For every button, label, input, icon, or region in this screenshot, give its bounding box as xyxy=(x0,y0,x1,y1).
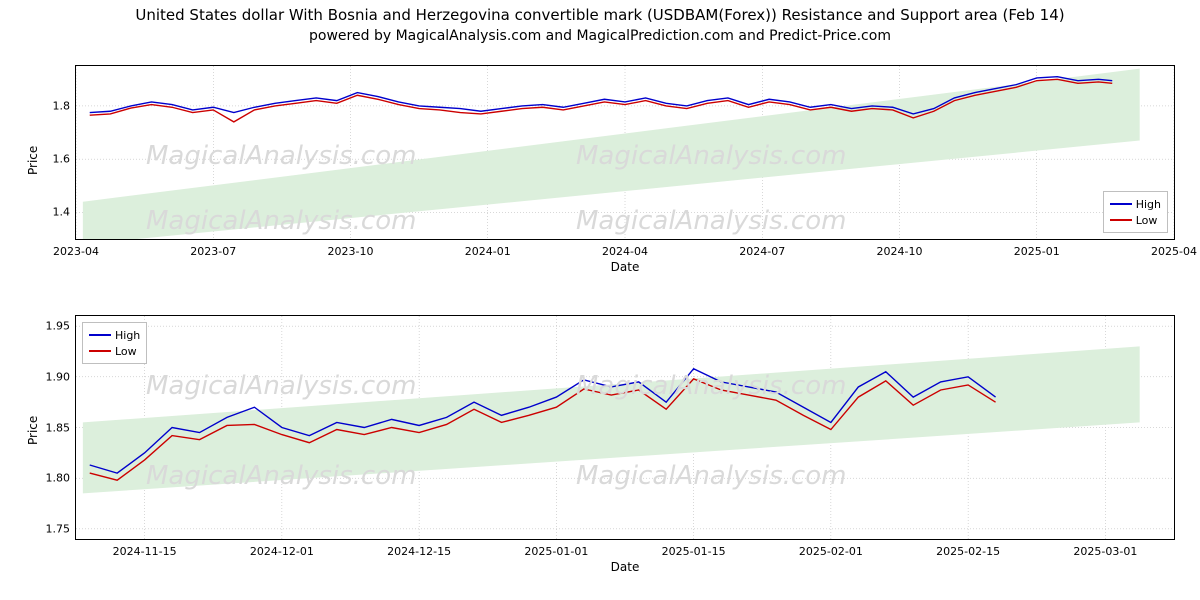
x-tick-label: 2023-07 xyxy=(190,239,236,258)
legend-swatch xyxy=(89,350,111,352)
legend-label: Low xyxy=(1136,214,1158,227)
x-tick-label: 2024-12-01 xyxy=(250,539,314,558)
chart-title-line1: United States dollar With Bosnia and Her… xyxy=(0,6,1200,24)
x-tick-label: 2024-04 xyxy=(602,239,648,258)
x-tick-label: 2025-02-15 xyxy=(936,539,1000,558)
x-tick-label: 2024-07 xyxy=(739,239,785,258)
x-tick-label: 2023-04 xyxy=(53,239,99,258)
x-axis-label-2: Date xyxy=(75,560,1175,574)
x-tick-label: 2024-10 xyxy=(877,239,923,258)
x-tick-label: 2025-02-01 xyxy=(799,539,863,558)
y-tick-label: 1.4 xyxy=(26,206,76,219)
y-tick-label: 1.95 xyxy=(26,320,76,333)
legend-swatch xyxy=(1110,219,1132,221)
figure: United States dollar With Bosnia and Her… xyxy=(0,0,1200,600)
x-tick-label: 2025-01 xyxy=(1014,239,1060,258)
x-tick-label: 2024-11-15 xyxy=(113,539,177,558)
legend-panel-1: High Low xyxy=(1103,191,1168,233)
y-axis-label-1: Price xyxy=(26,146,40,175)
y-axis-label-2: Price xyxy=(26,416,40,445)
legend-label: High xyxy=(1136,198,1161,211)
x-tick-label: 2024-12-15 xyxy=(387,539,451,558)
legend-label: High xyxy=(115,329,140,342)
legend-item: Low xyxy=(89,343,140,359)
chart-panel-1-svg xyxy=(76,66,1174,239)
y-tick-label: 1.80 xyxy=(26,472,76,485)
x-tick-label: 2025-01-01 xyxy=(524,539,588,558)
chart-title-line2: powered by MagicalAnalysis.com and Magic… xyxy=(0,28,1200,44)
x-tick-label: 2025-01-15 xyxy=(662,539,726,558)
chart-panel-2-svg xyxy=(76,316,1174,539)
legend-item: High xyxy=(1110,196,1161,212)
x-tick-label: 2025-03-01 xyxy=(1073,539,1137,558)
legend-item: Low xyxy=(1110,212,1161,228)
chart-panel-2: MagicalAnalysis.com MagicalAnalysis.com … xyxy=(75,315,1175,540)
x-tick-label: 2025-04 xyxy=(1151,239,1197,258)
legend-panel-2: High Low xyxy=(82,322,147,364)
x-axis-label-1: Date xyxy=(75,260,1175,274)
legend-item: High xyxy=(89,327,140,343)
legend-swatch xyxy=(89,334,111,336)
chart-panel-1: MagicalAnalysis.com MagicalAnalysis.com … xyxy=(75,65,1175,240)
x-tick-label: 2023-10 xyxy=(328,239,374,258)
x-tick-label: 2024-01 xyxy=(465,239,511,258)
y-tick-label: 1.8 xyxy=(26,99,76,112)
y-tick-label: 1.75 xyxy=(26,522,76,535)
y-tick-label: 1.90 xyxy=(26,370,76,383)
legend-label: Low xyxy=(115,345,137,358)
legend-swatch xyxy=(1110,203,1132,205)
